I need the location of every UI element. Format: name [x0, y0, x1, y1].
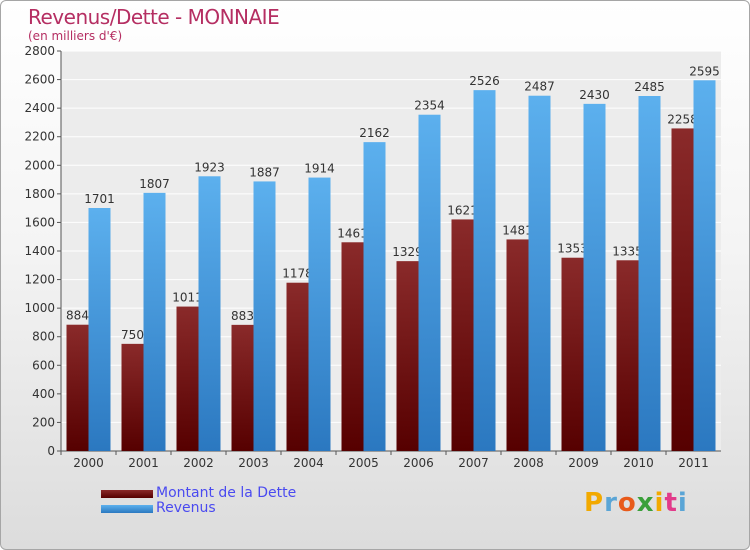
logo-letter: o: [617, 488, 637, 518]
data-label: 2487: [524, 80, 555, 94]
bar-dette: [231, 324, 254, 451]
x-tick-label: 2004: [293, 456, 324, 470]
bar-dette: [506, 239, 529, 451]
bar-dette: [341, 242, 364, 451]
data-label: 2162: [359, 126, 390, 140]
legend-label-revenus: Revenus: [156, 500, 216, 516]
data-label: 1011: [172, 291, 203, 305]
bar-dette: [561, 257, 584, 451]
bar-revenus: [473, 90, 496, 452]
bar-revenus: [143, 192, 166, 451]
data-label: 1335: [612, 244, 643, 258]
logo-letter: x: [636, 488, 655, 518]
chart-title: Revenus/Dette - MONNAIE: [28, 5, 280, 29]
legend-label-dette: Montant de la Dette: [156, 485, 297, 501]
legend-swatch-dette: [101, 490, 153, 498]
bar-revenus: [528, 95, 551, 451]
bar-dette: [616, 260, 639, 451]
x-tick-label: 2001: [128, 456, 159, 470]
data-label: 750: [121, 328, 144, 342]
data-label: 1923: [194, 160, 225, 174]
y-tick-label: 0: [47, 444, 55, 458]
bar-dette: [396, 261, 419, 451]
y-tick-label: 800: [32, 330, 55, 344]
bar-dette: [451, 219, 474, 451]
data-label: 2258: [667, 112, 698, 126]
y-tick-label: 1600: [24, 215, 55, 229]
data-label: 1178: [282, 267, 313, 281]
x-tick-label: 2002: [183, 456, 214, 470]
bar-revenus: [638, 96, 661, 451]
y-tick-label: 2400: [24, 101, 55, 115]
legend-swatch-revenus: [101, 505, 153, 513]
data-label: 883: [231, 309, 254, 323]
y-tick-label: 1800: [24, 187, 55, 201]
bar-dette: [176, 306, 199, 451]
data-label: 1353: [557, 242, 588, 256]
data-label: 2430: [579, 88, 610, 102]
x-tick-label: 2008: [513, 456, 544, 470]
bar-revenus: [88, 208, 111, 451]
bar-dette: [66, 324, 89, 451]
data-label: 1621: [447, 203, 478, 217]
y-tick-label: 1000: [24, 301, 55, 315]
bar-revenus: [418, 114, 441, 451]
data-label: 1887: [249, 165, 280, 179]
bar-revenus: [308, 177, 331, 452]
bar-revenus: [253, 181, 276, 451]
logo-letter: i: [654, 488, 665, 518]
data-label: 2485: [634, 80, 665, 94]
x-tick-label: 2000: [73, 456, 104, 470]
bar-revenus: [363, 142, 386, 451]
data-label: 2354: [414, 99, 445, 113]
x-tick-label: 2006: [403, 456, 434, 470]
data-label: 1807: [139, 177, 170, 191]
x-tick-label: 2011: [678, 456, 709, 470]
chart-subtitle: (en milliers d'€): [28, 29, 123, 43]
x-tick-label: 2005: [348, 456, 379, 470]
y-tick-label: 600: [32, 358, 55, 372]
bar-dette: [121, 343, 144, 451]
y-tick-label: 1200: [24, 273, 55, 287]
proxiti-logo: Proxiti: [584, 488, 688, 518]
y-tick-label: 1400: [24, 244, 55, 258]
y-tick-label: 200: [32, 415, 55, 429]
data-label: 884: [66, 309, 89, 323]
bar-revenus: [583, 103, 606, 451]
y-tick-label: 2200: [24, 130, 55, 144]
x-tick-label: 2007: [458, 456, 489, 470]
data-label: 1914: [304, 162, 335, 176]
logo-letter: i: [677, 488, 688, 518]
y-tick-label: 2000: [24, 158, 55, 172]
x-tick-label: 2010: [623, 456, 654, 470]
x-tick-label: 2009: [568, 456, 599, 470]
data-label: 1481: [502, 223, 533, 237]
bar-revenus: [198, 176, 221, 452]
y-tick-label: 2800: [24, 44, 55, 58]
x-tick-label: 2003: [238, 456, 269, 470]
bar-dette: [671, 128, 694, 451]
data-label: 2595: [689, 64, 720, 78]
logo-letter: P: [584, 488, 605, 518]
logo-letter: t: [664, 488, 678, 518]
data-label: 2526: [469, 74, 500, 88]
y-tick-label: 2600: [24, 73, 55, 87]
y-tick-label: 400: [32, 387, 55, 401]
data-label: 1701: [84, 192, 115, 206]
data-label: 1461: [337, 226, 368, 240]
logo-letter: r: [604, 488, 618, 518]
data-label: 1329: [392, 245, 423, 259]
bar-dette: [286, 282, 309, 451]
bar-revenus: [693, 80, 716, 452]
